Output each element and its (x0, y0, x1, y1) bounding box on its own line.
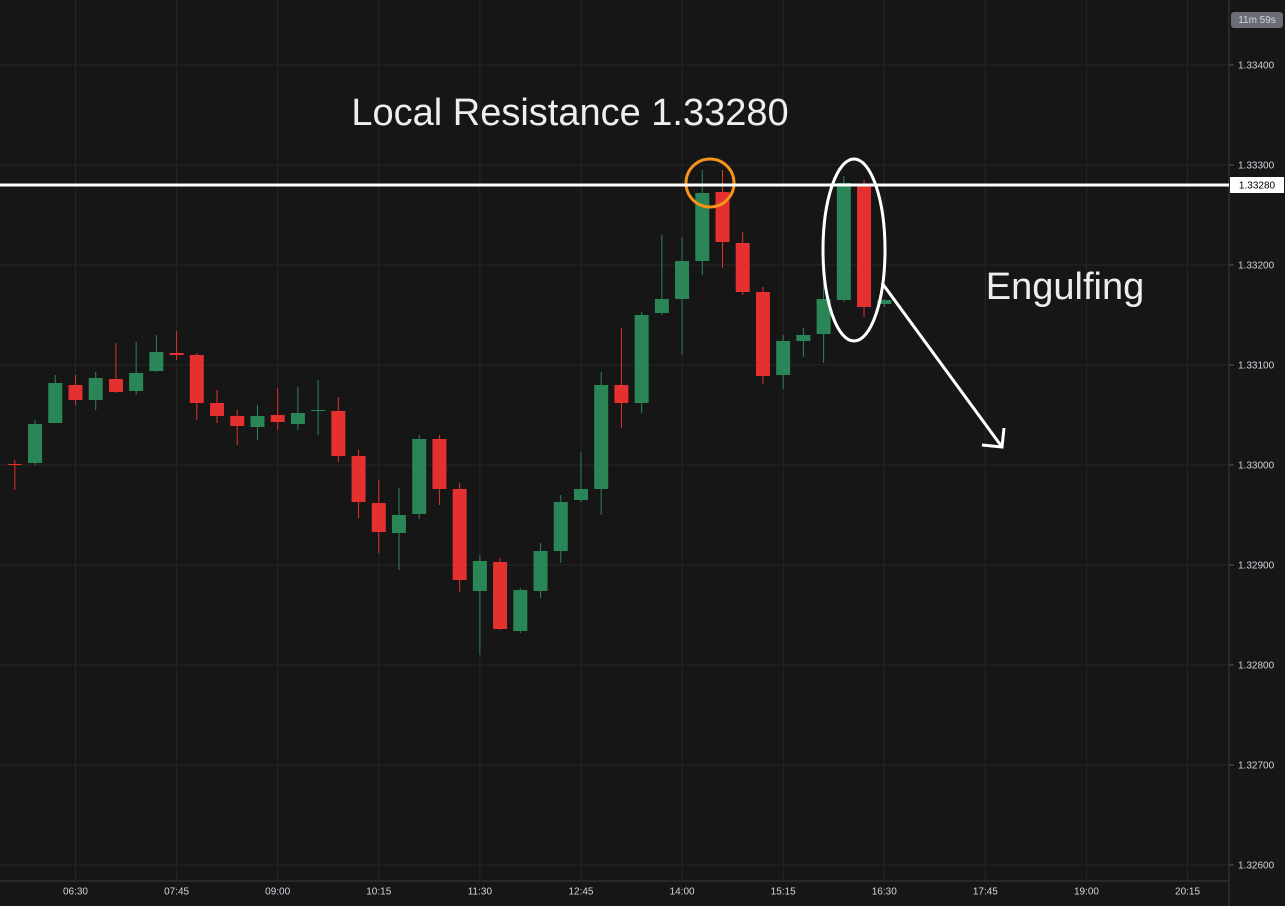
candle-body (432, 439, 447, 489)
y-tick-label: 1.32700 (1238, 761, 1275, 772)
x-tick-label: 19:00 (1074, 887, 1099, 898)
candle-body (331, 411, 346, 456)
candle-body (311, 410, 326, 411)
candle-body (877, 300, 892, 304)
candle-body (351, 456, 366, 502)
resistance-label-box (1230, 177, 1284, 193)
candle-body (270, 415, 285, 422)
candle-body (108, 379, 123, 392)
candle-body (210, 403, 225, 416)
annotation: Local Resistance 1.33280 (351, 92, 788, 134)
candle-body (7, 464, 22, 465)
candle-body (68, 385, 83, 400)
candle-body (796, 335, 811, 341)
x-tick-label: 11:30 (468, 887, 493, 898)
candle-body (735, 243, 750, 292)
candle-body (391, 515, 406, 533)
y-tick-label: 1.32800 (1238, 661, 1275, 672)
y-tick-label: 1.33000 (1238, 461, 1275, 472)
candle-body (149, 352, 164, 371)
candle-body (836, 183, 851, 300)
arrow (880, 282, 1006, 449)
candle-body (816, 299, 831, 334)
x-tick-label: 16:30 (872, 887, 897, 898)
x-tick-label: 12:45 (568, 887, 593, 898)
candle-body (654, 299, 669, 313)
x-tick-label: 17:45 (973, 887, 998, 898)
candle-body (28, 424, 43, 463)
candle-body (493, 562, 508, 629)
x-tick-label: 20:15 (1175, 887, 1200, 898)
arrow-shaft (880, 282, 1004, 448)
candle-body (290, 413, 305, 424)
highlight-ellipse (821, 157, 887, 343)
x-tick-label: 09:00 (265, 887, 290, 898)
annotation: Engulfing (986, 266, 1144, 308)
candle-body (129, 373, 144, 391)
candle-body (634, 315, 649, 403)
x-tick-label: 15:15 (771, 887, 796, 898)
candle-body (614, 385, 629, 403)
candle-body (533, 551, 548, 591)
candles (7, 170, 892, 655)
candle-body (452, 489, 467, 580)
candle-body (573, 489, 588, 500)
candle-body (189, 355, 204, 403)
resistance-label: 1.33280 (1239, 181, 1276, 192)
y-tick-label: 1.33100 (1238, 361, 1275, 372)
candle-body (755, 292, 770, 376)
candle-body (695, 193, 710, 261)
candle-body (594, 385, 609, 489)
y-tick-label: 1.32900 (1238, 561, 1275, 572)
candle-body (776, 341, 791, 375)
x-tick-label: 14:00 (670, 887, 695, 898)
candle-body (412, 439, 427, 514)
candle-body (371, 503, 386, 532)
y-tick-label: 1.33400 (1238, 61, 1275, 72)
candle-body (230, 416, 245, 426)
candle-body (88, 378, 103, 400)
arrow-head (981, 427, 1006, 449)
highlight-circle (684, 157, 736, 209)
countdown: 11m 59s (1238, 15, 1276, 26)
candle-body (169, 353, 184, 355)
candle-body (553, 502, 568, 551)
y-tick-label: 1.33300 (1238, 161, 1275, 172)
candle-body (513, 590, 528, 631)
x-tick-label: 07:45 (164, 887, 189, 898)
grid (0, 0, 1228, 880)
candle-body (250, 416, 265, 427)
candle-body (472, 561, 487, 591)
y-tick-label: 1.32600 (1238, 861, 1275, 872)
candle-body (675, 261, 690, 299)
y-tick-label: 1.33200 (1238, 261, 1275, 272)
candle-body (48, 383, 63, 423)
x-tick-label: 10:15 (366, 887, 391, 898)
x-tick-label: 06:30 (63, 887, 88, 898)
candle-body (857, 184, 872, 307)
countdown-box (1231, 12, 1283, 28)
